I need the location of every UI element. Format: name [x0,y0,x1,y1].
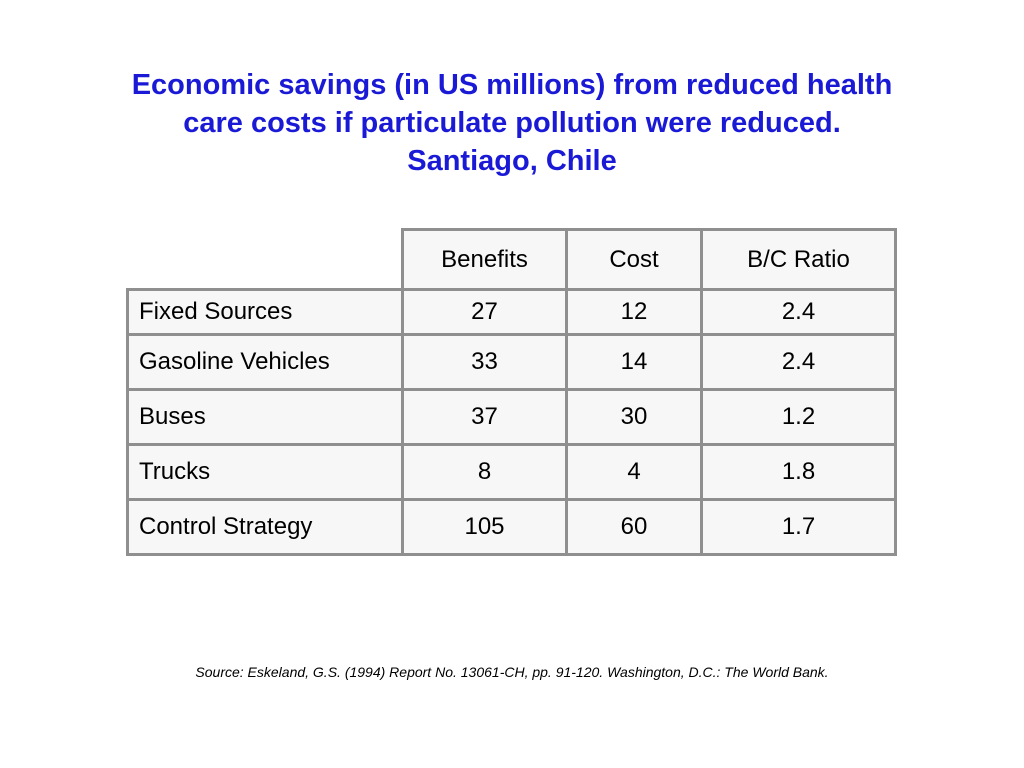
benefits-cell: 8 [401,443,568,501]
title-line-2: care costs if particulate pollution were… [183,107,841,139]
benefits-cell: 33 [401,333,568,391]
row-label: Trucks [126,443,404,501]
benefits-cell: 27 [401,288,568,336]
title-line-3: Santiago, Chile [407,145,617,177]
table-corner-cell [126,228,404,291]
table-row: Buses 37 30 1.2 [126,388,897,446]
row-label: Buses [126,388,404,446]
table-row: Trucks 8 4 1.8 [126,443,897,501]
header-cost: Cost [565,228,703,291]
source-citation: Source: Eskeland, G.S. (1994) Report No.… [195,664,829,680]
table-header-row: Benefits Cost B/C Ratio [126,228,897,291]
cost-cell: 14 [565,333,703,391]
cost-cell: 12 [565,288,703,336]
benefits-cell: 37 [401,388,568,446]
table-row: Gasoline Vehicles 33 14 2.4 [126,333,897,391]
title-line-1: Economic savings (in US millions) from r… [131,69,893,101]
header-benefits: Benefits [401,228,568,291]
benefits-cell: 105 [401,498,568,556]
cost-cell: 30 [565,388,703,446]
row-label: Fixed Sources [126,288,404,336]
ratio-cell: 2.4 [700,288,897,336]
cost-cell: 4 [565,443,703,501]
ratio-cell: 1.7 [700,498,897,556]
table-row: Control Strategy 105 60 1.7 [126,498,897,556]
row-label: Gasoline Vehicles [126,333,404,391]
row-label: Control Strategy [126,498,404,556]
ratio-cell: 1.8 [700,443,897,501]
slide-title: Economic savings (in US millions) from r… [60,66,964,180]
table-row: Fixed Sources 27 12 2.4 [126,288,897,336]
cost-cell: 60 [565,498,703,556]
ratio-cell: 2.4 [700,333,897,391]
header-bc-ratio: B/C Ratio [700,228,897,291]
savings-table: Benefits Cost B/C Ratio Fixed Sources 27… [126,228,897,556]
ratio-cell: 1.2 [700,388,897,446]
